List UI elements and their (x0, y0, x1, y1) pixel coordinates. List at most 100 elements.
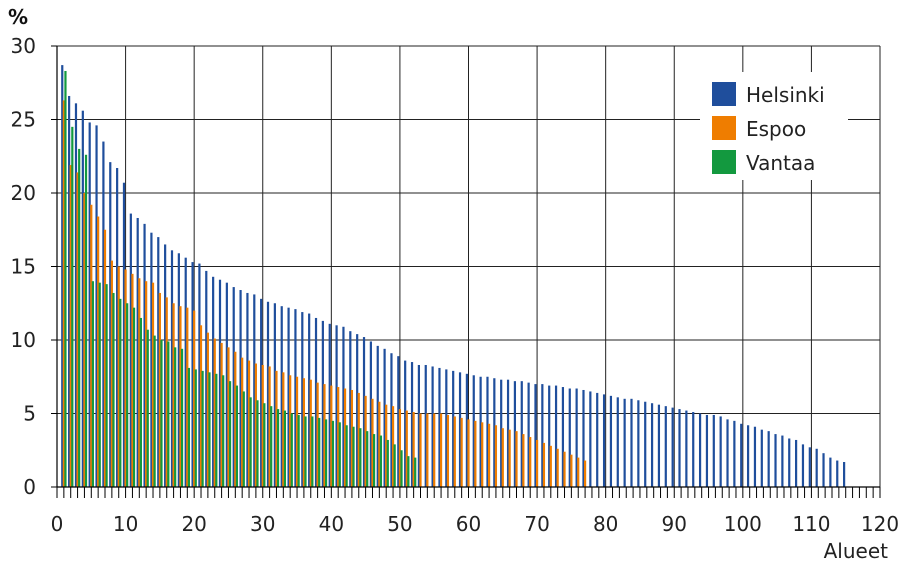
bar-helsinki (198, 263, 201, 487)
bar-vantaa (324, 419, 328, 487)
bar-vantaa (228, 381, 232, 487)
bar-espoo (481, 422, 484, 487)
bar-helsinki (513, 381, 517, 487)
bar-helsinki (609, 395, 613, 487)
x-axis-tick-labels: 0 10 20 30 40 50 60 70 80 90 100 110 120 (51, 512, 899, 536)
bar-helsinki (253, 294, 256, 487)
bar-vantaa (379, 435, 383, 487)
bar-vantaa (331, 420, 335, 487)
bar-vantaa (407, 456, 410, 487)
bar-helsinki (815, 448, 818, 487)
bar-vantaa (386, 439, 389, 487)
y-tick-label: 20 (11, 181, 36, 205)
y-tick-label: 0 (23, 475, 36, 499)
bar-vantaa (194, 369, 197, 487)
bar-helsinki (383, 348, 386, 487)
bar-helsinki (657, 404, 661, 487)
bar-espoo (535, 439, 539, 487)
legend-swatch-helsinki (712, 82, 736, 106)
bar-helsinki (150, 232, 153, 487)
y-axis-tick-labels: 0 5 10 15 20 25 30 (11, 34, 36, 499)
y-tick-label: 5 (23, 402, 36, 426)
bar-vantaa (345, 425, 348, 487)
bar-helsinki (102, 141, 105, 488)
bar-vantaa (311, 416, 314, 487)
bar-espoo (165, 297, 168, 487)
bar-helsinki (177, 253, 180, 487)
bar-helsinki (630, 398, 633, 487)
bar-helsinki (81, 110, 84, 488)
bar-vantaa (242, 391, 245, 487)
bar-espoo (419, 413, 422, 487)
bar-helsinki (397, 356, 400, 487)
bar-vantaa (98, 282, 101, 487)
bar-helsinki (506, 379, 510, 487)
legend-swatch-espoo (712, 116, 736, 140)
bar-helsinki (774, 434, 777, 487)
bar-espoo (254, 363, 257, 487)
bar-espoo (385, 404, 388, 487)
bar-helsinki (719, 416, 722, 487)
bar-vantaa (366, 431, 369, 487)
bar-espoo (62, 100, 65, 487)
bar-espoo (220, 342, 223, 487)
bar-vantaa (400, 450, 403, 487)
bar-espoo (316, 382, 319, 487)
bar-helsinki (431, 366, 434, 487)
bar-espoo (371, 398, 374, 487)
bar-helsinki (109, 162, 112, 487)
bar-helsinki (500, 379, 503, 487)
bar-vantaa (359, 428, 362, 487)
legend-label-espoo: Espoo (746, 117, 806, 141)
bar-espoo (350, 389, 354, 487)
bar-helsinki (225, 282, 228, 487)
bar-vantaa (78, 148, 81, 487)
legend-swatch-vantaa (712, 150, 736, 174)
bar-vantaa (318, 417, 321, 487)
bar-vantaa (338, 422, 341, 487)
bar-helsinki (246, 292, 249, 487)
bar-espoo (494, 425, 498, 487)
bar-helsinki (548, 385, 551, 487)
bar-espoo (309, 379, 312, 487)
bar-espoo (268, 366, 271, 487)
bar-helsinki (678, 409, 681, 487)
x-tick-label: 40 (319, 512, 344, 536)
bar-espoo (282, 372, 285, 487)
bar-helsinki (644, 401, 647, 487)
bar-helsinki (191, 262, 194, 487)
bar-espoo (460, 417, 463, 487)
bar-helsinki (321, 320, 324, 487)
bar-helsinki (335, 325, 338, 487)
bar-helsinki (637, 400, 640, 487)
bar-vantaa (153, 335, 156, 487)
bar-espoo (179, 306, 182, 487)
bar-espoo (549, 445, 552, 487)
bar-vantaa (84, 154, 88, 487)
bar-helsinki (465, 373, 468, 487)
bar-helsinki (212, 276, 215, 487)
bar-espoo (378, 401, 381, 487)
bar-vantaa (105, 284, 108, 487)
bar-espoo (405, 410, 408, 487)
bar-espoo (234, 351, 237, 487)
bar-espoo (391, 406, 395, 487)
bar-vantaa (297, 414, 300, 487)
bar-helsinki (232, 287, 235, 487)
bar-helsinki (136, 217, 139, 488)
bar-helsinki (801, 444, 805, 487)
bar-helsinki (390, 353, 393, 487)
bar-helsinki (561, 387, 565, 487)
bar-helsinki (308, 313, 311, 487)
bar-helsinki (266, 301, 270, 487)
bar-espoo (323, 384, 326, 487)
bar-vantaa (187, 367, 191, 487)
bar-helsinki (767, 431, 770, 487)
bar-espoo (398, 409, 402, 487)
bar-vantaa (249, 397, 252, 487)
bar-helsinki (781, 435, 784, 487)
bar-helsinki (328, 323, 331, 487)
bar-espoo (90, 204, 93, 487)
bar-espoo (275, 370, 278, 487)
bar-espoo (186, 307, 189, 487)
